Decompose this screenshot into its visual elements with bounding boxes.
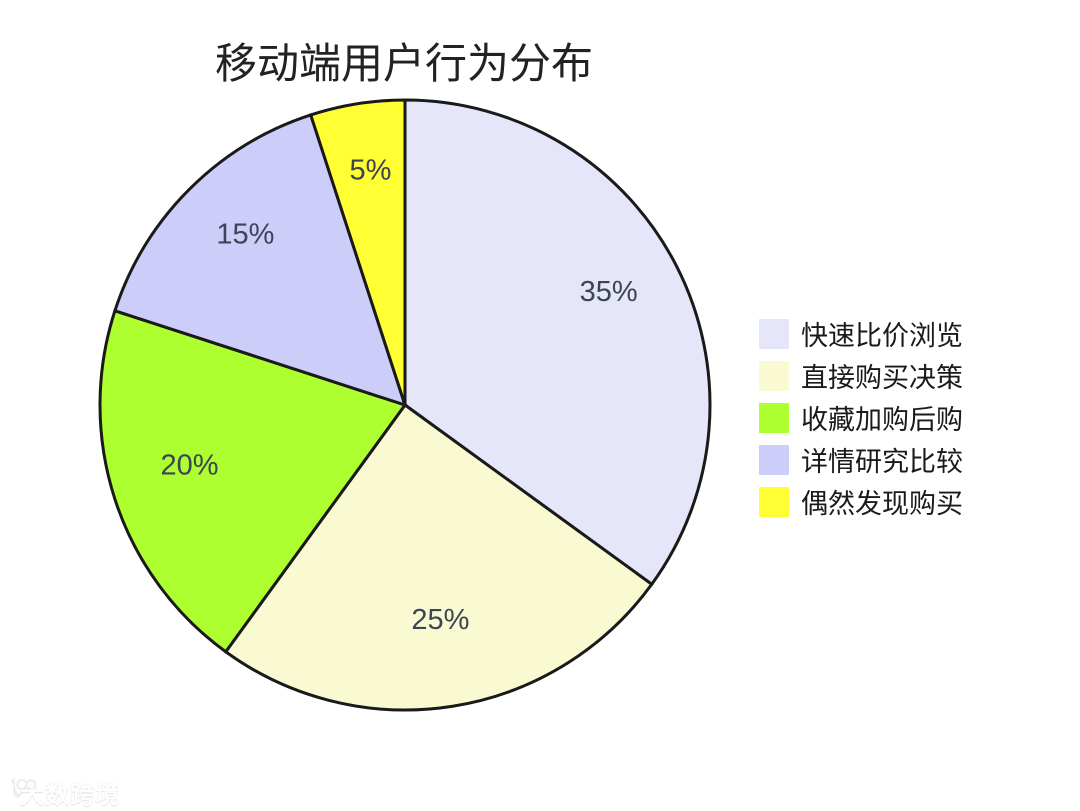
svg-text:25%: 25% — [411, 604, 469, 636]
svg-text:15%: 15% — [216, 219, 274, 251]
svg-text:5%: 5% — [349, 154, 391, 186]
svg-text:35%: 35% — [580, 276, 638, 308]
svg-text:20%: 20% — [160, 449, 218, 481]
